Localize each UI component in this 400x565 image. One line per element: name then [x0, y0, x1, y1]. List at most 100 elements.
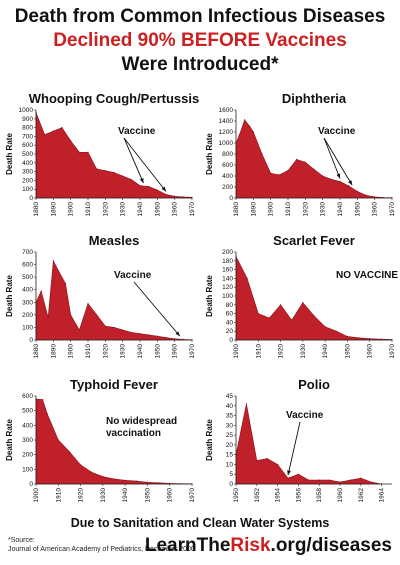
- data-point: [174, 338, 176, 340]
- x-tick-label: 1920: [102, 344, 109, 359]
- data-point: [346, 335, 349, 338]
- data-point: [369, 338, 371, 340]
- area-series: [35, 112, 193, 199]
- x-tick-label: 1880: [33, 202, 40, 217]
- y-tick-label: 100: [22, 466, 33, 473]
- area-series: [235, 256, 393, 341]
- y-tick-label: 40: [226, 319, 234, 326]
- annotation-text: Vaccine: [114, 270, 152, 281]
- x-tick-label: 1900: [68, 344, 75, 359]
- y-tick-label: 45: [226, 393, 234, 400]
- x-tick-label: 1970: [189, 344, 196, 359]
- x-tick-label: 1920: [302, 202, 309, 217]
- annotation-line-1: No widespread: [106, 416, 177, 427]
- y-tick-label: 600: [222, 162, 233, 169]
- headline-line-1: Death from Common Infectious Diseases: [14, 6, 386, 27]
- data-point: [113, 326, 115, 329]
- y-tick-label: 400: [22, 160, 33, 167]
- x-tick-label: 1970: [189, 202, 196, 217]
- chart-title: Typhoid Fever: [70, 377, 158, 392]
- y-tick-label: 800: [222, 151, 233, 158]
- x-tick-label: 1910: [55, 488, 62, 503]
- data-point: [308, 479, 310, 481]
- data-point: [57, 439, 59, 441]
- y-tick-label: 500: [22, 274, 33, 281]
- y-tick-label: 900: [22, 116, 33, 123]
- x-tick-label: 1970: [389, 344, 396, 359]
- x-tick-label: 1950: [344, 344, 351, 359]
- x-tick-label: 1920: [102, 202, 109, 217]
- data-point: [266, 457, 268, 460]
- x-tick-label: 1960: [367, 344, 374, 359]
- data-point: [113, 171, 115, 174]
- x-tick-label: 1952: [254, 488, 261, 503]
- data-point: [87, 302, 89, 305]
- y-tick-label: 300: [22, 437, 33, 444]
- y-tick-label: 80: [226, 302, 234, 309]
- x-tick-label: 1950: [154, 344, 161, 359]
- y-axis-label: Death Rate: [205, 275, 214, 317]
- data-point: [297, 473, 299, 475]
- data-point: [339, 180, 341, 183]
- data-point: [64, 282, 67, 285]
- data-point: [279, 304, 282, 306]
- brand-suffix: .org/diseases: [270, 535, 392, 556]
- y-tick-label: 600: [22, 262, 33, 269]
- data-point: [252, 131, 254, 133]
- data-point: [130, 331, 132, 334]
- y-tick-label: 0: [29, 337, 33, 344]
- x-tick-label: 1890: [250, 202, 257, 217]
- footer-caption: Due to Sanitation and Clean Water System…: [70, 516, 330, 530]
- data-point: [96, 314, 98, 316]
- headline-line-2: Declined 90% BEFORE Vaccines: [53, 30, 347, 51]
- x-tick-label: 1960: [372, 202, 379, 217]
- data-point: [46, 413, 48, 415]
- x-tick-label: 1880: [233, 202, 240, 217]
- data-point: [339, 481, 341, 483]
- data-point: [174, 195, 176, 197]
- x-tick-label: 1910: [85, 344, 92, 359]
- y-tick-label: 180: [222, 258, 233, 265]
- x-tick-label: 1962: [358, 488, 365, 503]
- source-label: *Source:: [8, 537, 35, 544]
- y-tick-label: 5: [229, 471, 233, 478]
- y-tick-label: 600: [22, 142, 33, 149]
- annotation-arrow: [133, 281, 181, 337]
- x-tick-label: 1910: [85, 202, 92, 217]
- x-tick-label: 1960: [167, 488, 174, 503]
- data-point: [296, 158, 298, 161]
- data-point: [157, 482, 160, 484]
- y-tick-label: 1000: [219, 140, 234, 147]
- data-point: [148, 185, 150, 188]
- data-point: [244, 119, 246, 121]
- x-tick-label: 1950: [354, 202, 361, 217]
- data-point: [79, 464, 82, 466]
- brand-url: LearnTheRisk.org/diseases: [145, 535, 392, 557]
- x-tick-label: 1890: [50, 344, 57, 359]
- data-point: [124, 479, 126, 481]
- data-point: [135, 480, 137, 482]
- x-tick-label: 1970: [389, 202, 396, 217]
- y-tick-label: 1600: [219, 107, 234, 114]
- data-point: [329, 479, 331, 481]
- y-tick-label: 300: [22, 169, 33, 176]
- annotation-arrow: [323, 137, 353, 186]
- arrow-head: [336, 173, 341, 179]
- data-point: [42, 399, 44, 401]
- x-tick-label: 1900: [68, 202, 75, 217]
- x-tick-label: 1964: [379, 488, 386, 503]
- y-tick-label: 100: [22, 186, 33, 193]
- chart-title: Measles: [89, 233, 140, 248]
- y-axis-label: Death Rate: [205, 419, 214, 461]
- y-tick-label: 0: [29, 195, 33, 202]
- data-point: [156, 335, 158, 337]
- x-tick-label: 1960: [172, 202, 179, 217]
- x-tick-label: 1956: [295, 488, 302, 503]
- data-point: [40, 290, 42, 292]
- data-point: [146, 481, 149, 483]
- data-point: [268, 317, 271, 319]
- x-tick-label: 1930: [320, 202, 327, 217]
- y-tick-label: 160: [222, 267, 233, 274]
- data-point: [238, 134, 241, 136]
- arrow-head: [287, 470, 291, 476]
